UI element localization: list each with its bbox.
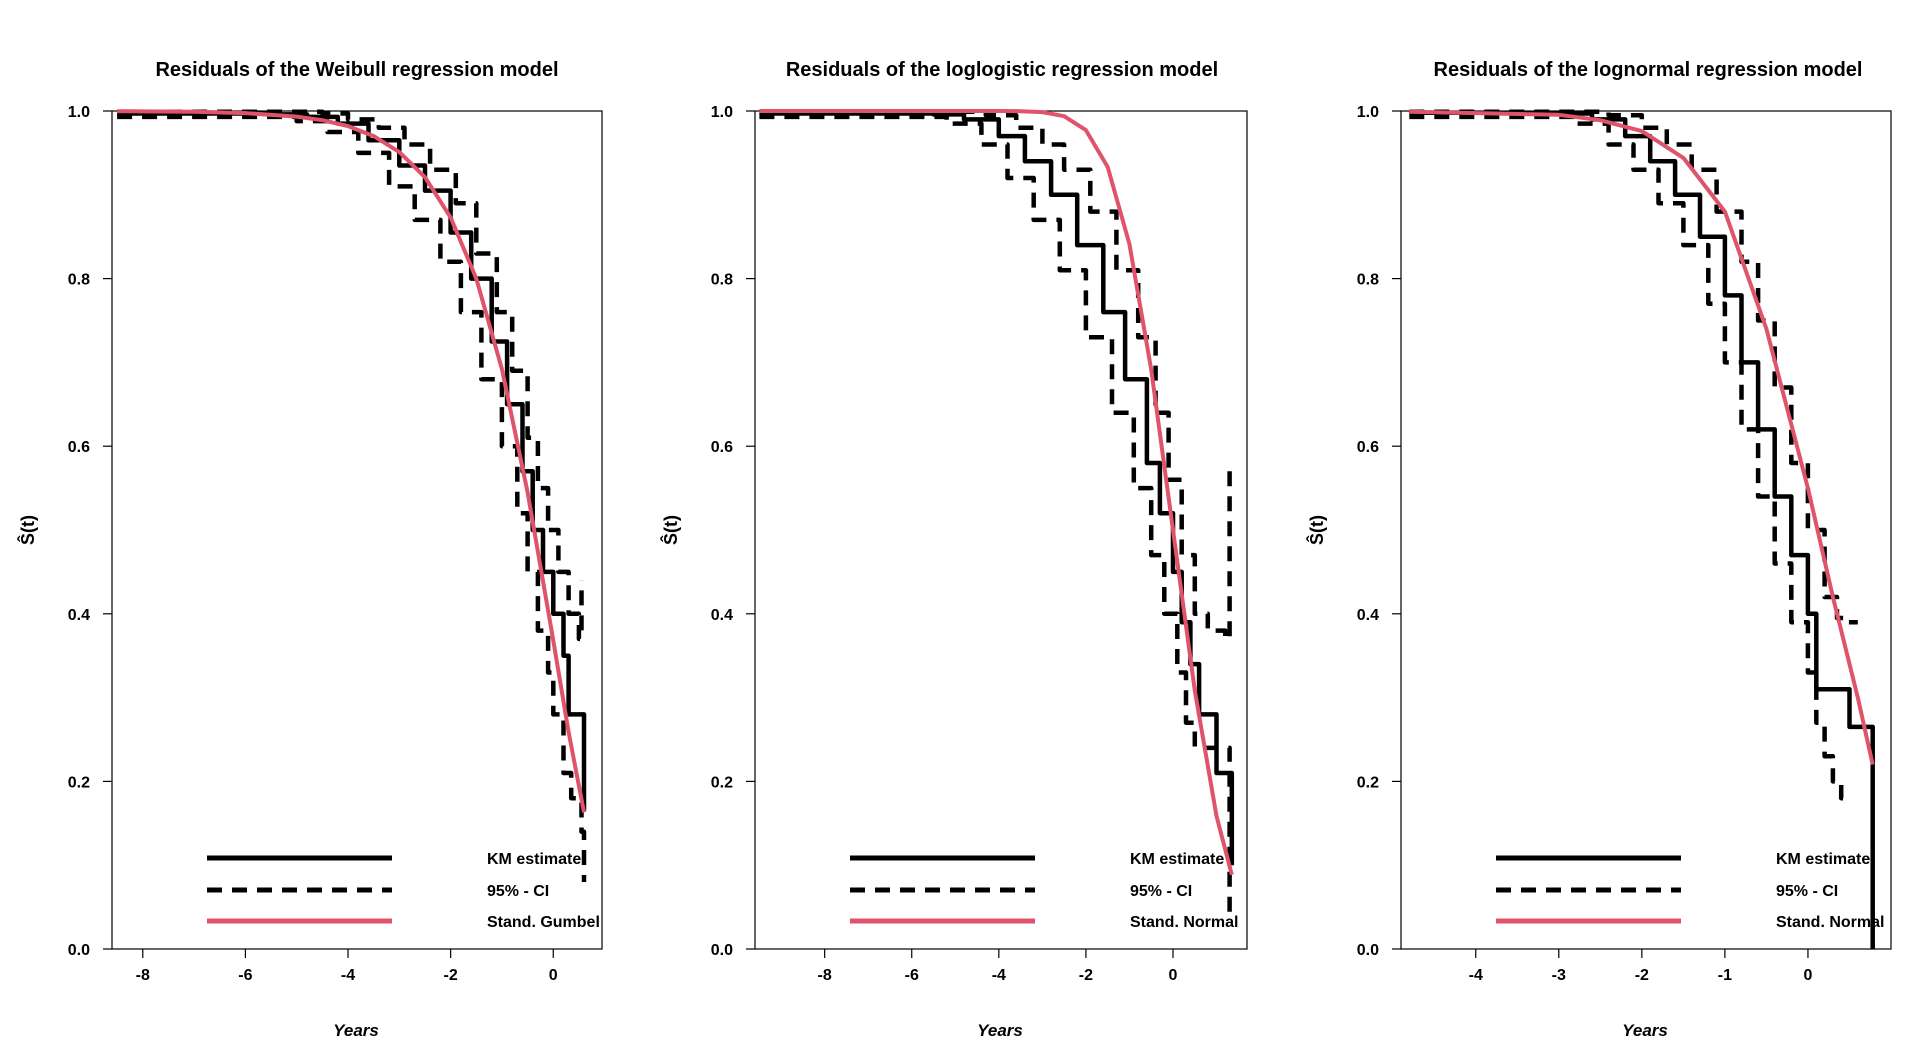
y-tick-label: 1.0 [711, 104, 733, 121]
x-tick-label: 0 [549, 967, 558, 984]
x-tick-label: -6 [905, 967, 919, 984]
legend-body: KM estimate 95% - CI Stand. Normal [1496, 851, 1884, 931]
series-95-ci-line [117, 114, 587, 882]
x-tick-label: -3 [1552, 967, 1566, 984]
series-95-ci-line [1409, 109, 1858, 625]
y-tick-label: 0.6 [711, 439, 733, 456]
series-km-estimate-line [759, 111, 1235, 866]
legend-label: Stand. Gumbel [487, 914, 600, 931]
x-axis-label: Years [1622, 1021, 1668, 1040]
x-axis-label: Years [977, 1021, 1023, 1040]
y-axis-label: Ŝ(t) [1306, 515, 1327, 545]
x-tick-label: -8 [818, 967, 832, 984]
y-tick-label: 0.8 [68, 272, 90, 289]
y-tick-label: 0.0 [711, 942, 733, 959]
y-tick-label: 0.8 [711, 272, 733, 289]
y-axis-label: Ŝ(t) [660, 515, 681, 545]
plot-area [759, 109, 1235, 916]
x-tick-label: -1 [1718, 967, 1732, 984]
plot-frame [111, 110, 603, 950]
legend-label: 95% - CI [1130, 883, 1192, 900]
legend: KM estimate 95% - CI Stand. Gumbel [207, 851, 600, 931]
legend-label: KM estimate [1776, 851, 1870, 868]
y-tick-label: 0.0 [1357, 942, 1379, 959]
chart-panel-3: Residuals of the lognormal regression mo… [1306, 59, 1892, 1040]
y-axis-label: Ŝ(t) [17, 515, 38, 545]
series-95-ci-line [1409, 114, 1850, 801]
chart-title: Residuals of the loglogistic regression … [786, 59, 1218, 81]
plot-frame [1400, 110, 1892, 950]
series-stand-gumbel-line [117, 109, 586, 813]
series-km-estimate-line [117, 111, 587, 811]
legend: KM estimate 95% - CI Stand. Normal [850, 851, 1238, 931]
chart-title: Residuals of the Weibull regression mode… [155, 59, 558, 81]
legend-label: Stand. Normal [1776, 914, 1884, 931]
series-km-estimate-line [1409, 110, 1875, 949]
chart-title: Residuals of the lognormal regression mo… [1434, 59, 1863, 81]
x-tick-label: -4 [992, 967, 1006, 984]
plot-area [117, 109, 587, 882]
legend-label: 95% - CI [487, 883, 549, 900]
y-tick-label: 0.2 [68, 774, 90, 791]
x-tick-label: -2 [1079, 967, 1093, 984]
y-tick-label: 1.0 [68, 104, 90, 121]
series-95-ci-line [759, 114, 1232, 916]
y-tick-label: 0.2 [1357, 774, 1379, 791]
x-tick-label: -4 [341, 967, 355, 984]
series-95-ci-line [117, 109, 584, 642]
y-tick-label: 0.4 [1357, 607, 1379, 624]
y-tick-label: 0.6 [68, 439, 90, 456]
series-stand-normal-line [1409, 109, 1875, 766]
chart-panel-2: Residuals of the loglogistic regression … [660, 59, 1248, 1040]
y-tick-label: 0.0 [68, 942, 90, 959]
x-axis-label: Years [333, 1021, 379, 1040]
x-tick-label: 0 [1169, 967, 1178, 984]
legend-label: KM estimate [487, 851, 581, 868]
y-tick-label: 0.4 [711, 607, 733, 624]
x-tick-label: -2 [444, 967, 458, 984]
legend-label: 95% - CI [1776, 883, 1838, 900]
chart-panel-1: Residuals of the Weibull regression mode… [17, 59, 603, 1040]
series-95-ci-line [759, 109, 1232, 642]
x-tick-label: -2 [1635, 967, 1649, 984]
y-tick-label: 0.8 [1357, 272, 1379, 289]
plot-area [1409, 109, 1875, 949]
y-tick-label: 0.2 [711, 774, 733, 791]
legend-label: Stand. Normal [1130, 914, 1238, 931]
y-tick-label: 0.4 [68, 607, 90, 624]
series-stand-normal-line [759, 109, 1234, 876]
x-tick-label: -4 [1469, 967, 1483, 984]
legend: KM estimate 95% - CI Stand. Normal [1496, 851, 1884, 931]
y-tick-label: 1.0 [1357, 104, 1379, 121]
x-tick-label: -6 [238, 967, 252, 984]
y-tick-label: 0.6 [1357, 439, 1379, 456]
legend-label: KM estimate [1130, 851, 1224, 868]
x-tick-label: 0 [1803, 967, 1812, 984]
legend-body: KM estimate 95% - CI Stand. Normal [850, 851, 1238, 931]
legend-body: KM estimate 95% - CI Stand. Gumbel [207, 851, 600, 931]
x-tick-label: -8 [136, 967, 150, 984]
